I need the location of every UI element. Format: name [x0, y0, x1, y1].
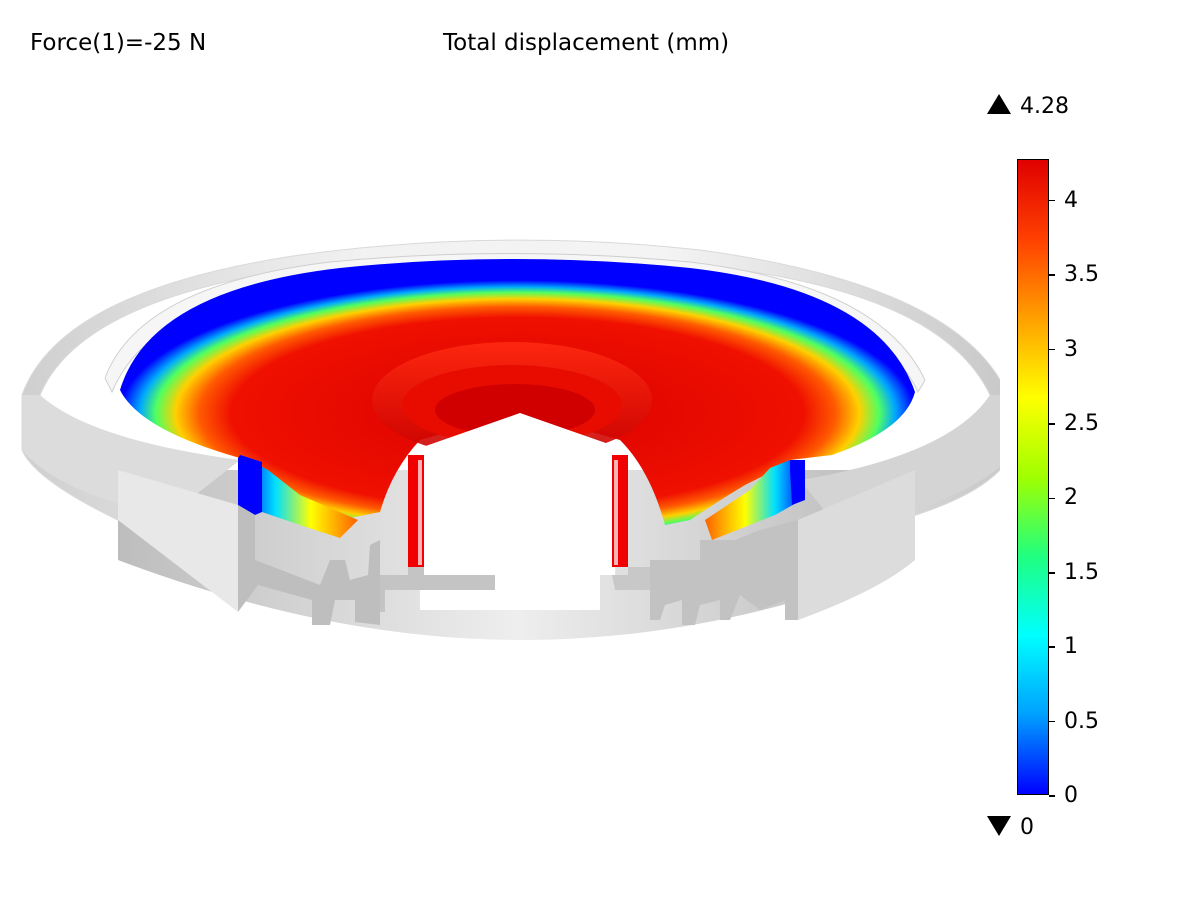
- colorbar-tick-label: 4: [1064, 187, 1078, 213]
- colorbar-tick-label: 1.5: [1064, 559, 1099, 585]
- colorbar-tick-label: 0.5: [1064, 708, 1099, 734]
- colorbar: [1017, 159, 1049, 795]
- center-cutaway: [410, 413, 620, 610]
- max-marker-icon: [987, 94, 1011, 114]
- parameter-label: Force(1)=-25 N: [30, 30, 207, 56]
- colorbar-tick: [1049, 795, 1055, 797]
- surround-cut-right: [705, 460, 805, 540]
- rear-wall-left: [118, 470, 238, 612]
- rear-wall-right: [798, 470, 915, 620]
- magnet-section-right-2: [612, 567, 650, 590]
- loudspeaker-model-view[interactable]: [0, 0, 1000, 900]
- colorbar-tick: [1049, 720, 1055, 723]
- legend-min-value: 0: [1020, 815, 1034, 840]
- surround-blue-left: [238, 455, 262, 515]
- colorbar-tick: [1049, 572, 1055, 574]
- magnet-section-right: [650, 520, 798, 625]
- plot-title: Total displacement (mm): [443, 30, 730, 56]
- legend-max-value: 4.28: [1020, 94, 1069, 119]
- colorbar-tick-label: 3.5: [1064, 262, 1099, 288]
- voice-coil-right-gap: [614, 460, 618, 565]
- magnet-section-left: [238, 505, 380, 625]
- flange-front-face-right: [800, 395, 1000, 530]
- colorbar-tick: [1049, 348, 1055, 351]
- surround-blue-right: [790, 460, 805, 505]
- colorbar-tick-label: 2.5: [1064, 410, 1099, 436]
- dust-cap-inner: [435, 384, 595, 436]
- colorbar-tick-label: 1: [1064, 634, 1078, 660]
- surround-cut-left: [240, 455, 358, 538]
- colorbar-tick: [1049, 497, 1055, 500]
- colorbar-tick: [1049, 423, 1055, 425]
- voice-coil-left-gap: [418, 460, 422, 565]
- colorbar-tick: [1049, 199, 1055, 202]
- flange-front-face: [22, 395, 240, 515]
- colorbar-tick: [1049, 646, 1055, 648]
- colorbar-tick-label: 2: [1064, 485, 1078, 511]
- min-marker-icon: [987, 816, 1011, 836]
- colorbar-tick-label: 0: [1064, 783, 1078, 808]
- colorbar-tick: [1049, 274, 1055, 276]
- colorbar-tick-label: 3: [1064, 336, 1078, 362]
- magnet-section-left-2: [380, 567, 495, 612]
